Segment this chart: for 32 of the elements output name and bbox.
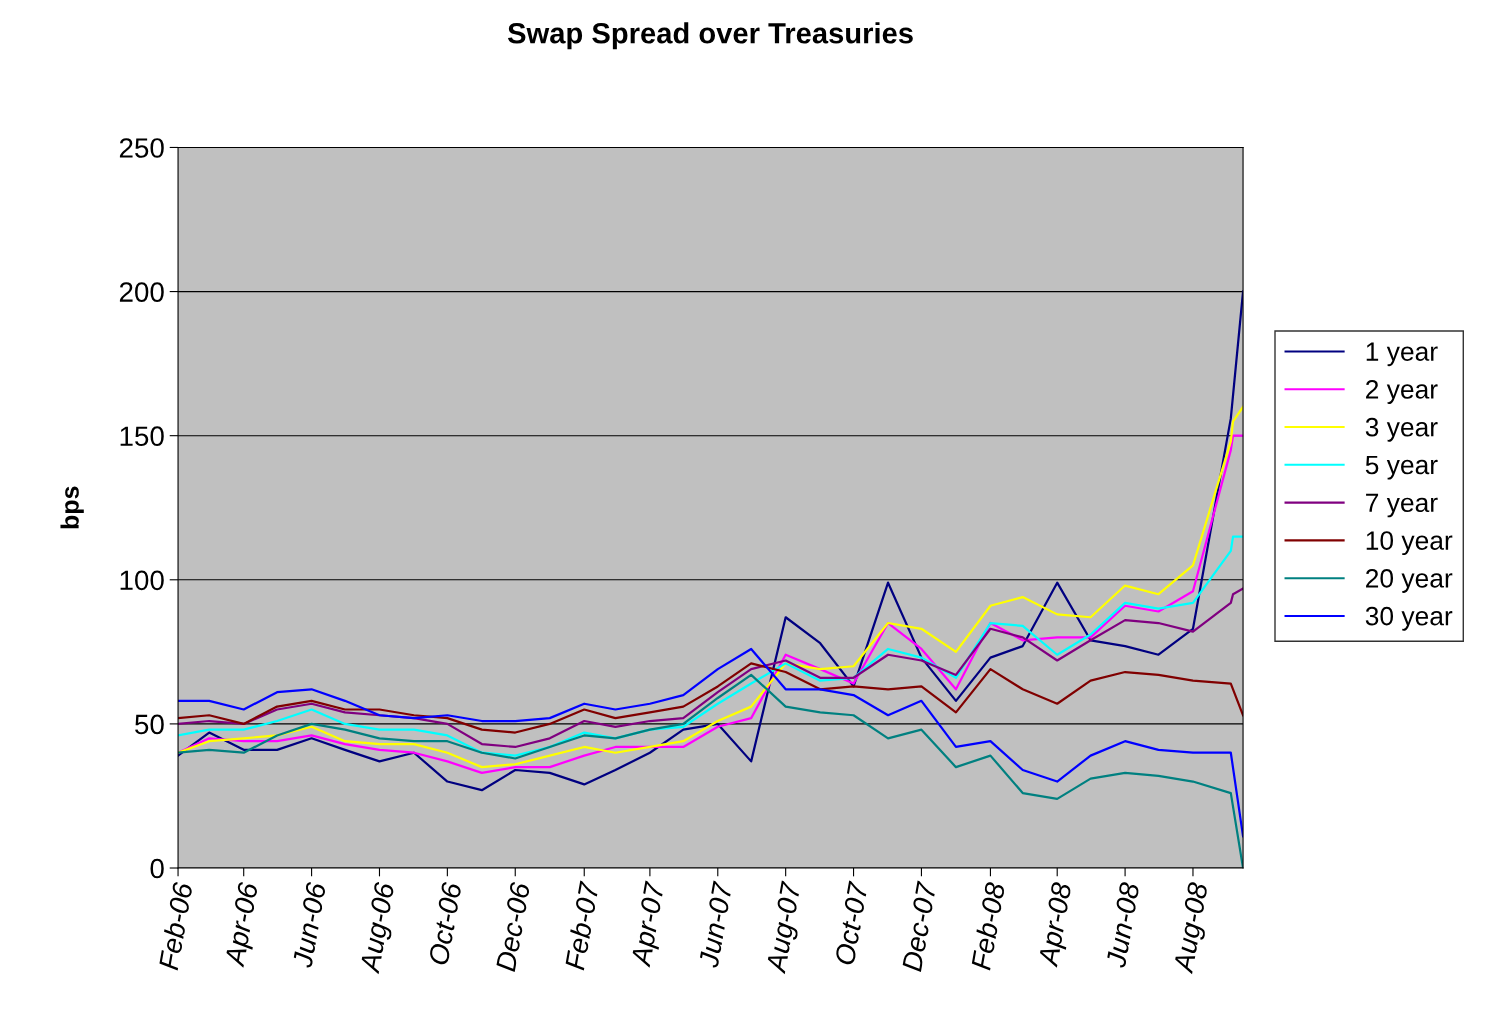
x-tick-label: Apr-06 [224, 881, 264, 969]
y-tick-label: 50 [135, 714, 164, 735]
x-tick-label: Jun-08 [1105, 881, 1140, 969]
y-tick-label: 150 [120, 426, 164, 447]
x-tick-label: Feb-07 [564, 880, 600, 971]
y-tick-label: 100 [120, 570, 164, 591]
y-tick-label: 250 [119, 138, 164, 158]
legend-label: 2 year [1366, 380, 1438, 404]
legend-label: 30 year [1365, 606, 1453, 631]
x-tick-label: Oct-07 [834, 880, 869, 966]
x-tick-label: Apr-08 [1037, 881, 1078, 969]
x-tick-label: Feb-06 [157, 881, 194, 971]
x-tick-label: Jun-07 [698, 880, 733, 969]
y-tick-label: 200 [119, 282, 164, 302]
chart-title: Swap Spread over Treasuries [507, 22, 913, 50]
legend-label: 20 year [1366, 569, 1453, 593]
x-tick-label: Dec-06 [495, 881, 531, 973]
legend-label: 1 year [1366, 342, 1438, 367]
x-tick-label: Aug-07 [765, 880, 807, 976]
x-tick-label: Jun-06 [292, 881, 327, 969]
legend-label: 7 year [1366, 493, 1438, 518]
x-tick-label: Aug-08 [1172, 881, 1214, 976]
x-tick-label: Dec-07 [901, 880, 937, 973]
x-tick-label: Feb-08 [970, 881, 1006, 971]
legend-label: 5 year [1365, 455, 1438, 480]
x-tick-label: Aug-06 [359, 881, 400, 976]
x-tick-label: Apr-07 [630, 880, 670, 969]
x-tick-label: Oct-06 [428, 881, 462, 966]
legend-label: 10 year [1366, 531, 1453, 556]
legend-label: 3 year [1365, 417, 1438, 442]
y-tick-label: 0 [150, 858, 164, 879]
y-axis-title: bps [60, 486, 84, 529]
